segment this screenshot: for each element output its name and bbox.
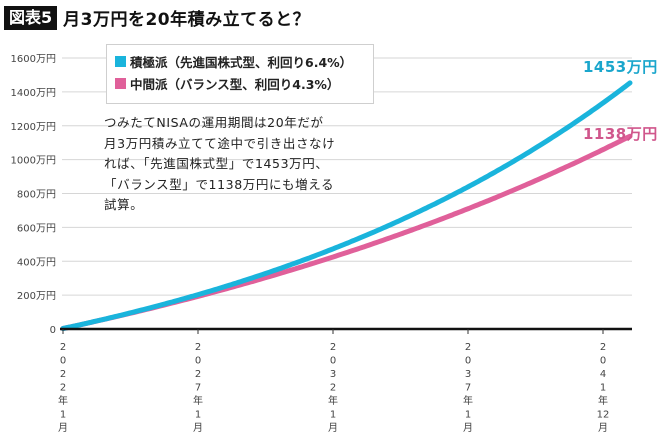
x-tick-label: 0: [195, 356, 201, 367]
x-tick-label: 月: [463, 422, 473, 433]
x-tick-label: 年: [598, 394, 608, 407]
legend: 積極派（先進国株式型、利回り6.4%） 中間派（バランス型、利回り4.3%）: [106, 44, 374, 104]
x-tick-label: 年: [463, 394, 473, 407]
legend-swatch-aggressive: [115, 55, 126, 67]
annotation-note: つみたてNISAの運用期間は20年だが月3万円積み立てて途中で引き出さなければ、…: [104, 115, 336, 212]
x-tick-label: 2: [465, 342, 471, 353]
legend-label-balanced: 中間派（バランス型、利回り4.3%）: [130, 76, 340, 92]
legend-label-aggressive: 積極派（先進国株式型、利回り6.4%）: [130, 54, 353, 70]
x-tick-label: 0: [600, 356, 606, 367]
legend-item-balanced: 中間派（バランス型、利回り4.3%）: [115, 72, 373, 94]
chart-header: 図表5 月3万円を20年積み立てると？: [4, 5, 310, 30]
x-tick-label: 1: [465, 410, 471, 421]
x-tick-label: 0: [465, 356, 471, 367]
x-tick-label: 3: [330, 369, 336, 380]
y-tick-label: 1000万円: [11, 156, 56, 167]
x-tick-label: 7: [465, 383, 471, 394]
y-tick-label: 800万円: [17, 190, 56, 201]
y-tick-label: 200万円: [17, 291, 56, 302]
y-tick-label: 1600万円: [11, 54, 56, 65]
figure-badge: 図表5: [4, 5, 58, 30]
y-tick-label: 600万円: [17, 223, 56, 234]
x-tick-label: 4: [600, 369, 606, 380]
x-tick-label: 3: [465, 369, 471, 380]
x-tick-label: 1: [330, 410, 336, 421]
x-tick-label: 2: [600, 342, 606, 353]
x-tick-label: 2: [195, 369, 201, 380]
y-tick-label: 400万円: [17, 257, 56, 268]
x-tick-label: 2: [60, 342, 66, 353]
chart-title: 月3万円を20年積み立てると？: [63, 10, 311, 30]
x-tick-label: 2: [60, 369, 66, 380]
x-tick-label: 2: [330, 383, 336, 394]
x-tick-label: 月: [598, 422, 608, 433]
legend-item-aggressive: 積極派（先進国株式型、利回り6.4%）: [115, 50, 373, 72]
x-tick-label: 1: [600, 383, 606, 394]
y-tick-label: 1400万円: [11, 88, 56, 99]
x-tick-label: 2: [330, 342, 336, 353]
x-tick-label: 1: [60, 410, 66, 421]
x-tick-label: 年: [193, 394, 203, 407]
x-tick-label: 2: [60, 383, 66, 394]
x-tick-label: 1: [195, 410, 201, 421]
y-tick-label: 0: [50, 325, 56, 336]
x-tick-label: 月: [193, 422, 203, 433]
x-tick-label: 12: [597, 410, 610, 421]
x-tick-label: 0: [330, 356, 336, 367]
x-tick-label: 0: [60, 356, 66, 367]
line-aggressive: [60, 80, 633, 331]
x-tick-label: 7: [195, 383, 201, 394]
x-tick-label: 2: [195, 342, 201, 353]
x-tick-label: 月: [58, 422, 68, 433]
y-axis-labels: 0 200万円 400万円 600万円 800万円 1000万円 1200万円 1400万円 1…: [11, 54, 56, 336]
end-label-aggressive: 1453万円: [583, 58, 658, 76]
y-tick-label: 1200万円: [11, 122, 56, 133]
x-tick-label: 年: [328, 394, 338, 407]
x-tick-label: 月: [328, 422, 338, 433]
x-tick-label: 年: [58, 394, 68, 407]
data-lines: [60, 80, 633, 331]
end-label-balanced: 1138万円: [583, 125, 658, 143]
legend-swatch-balanced: [115, 77, 126, 89]
